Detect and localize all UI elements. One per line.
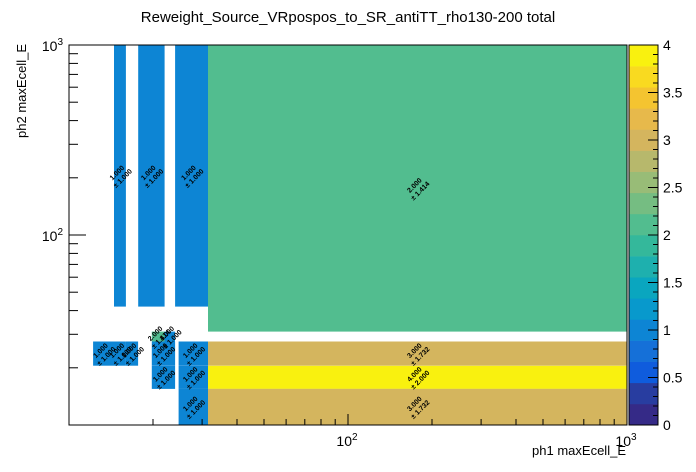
x-tick-label-exponent: 2 bbox=[352, 432, 358, 443]
colorbar-tick-label: 1 bbox=[663, 322, 671, 338]
heatmap-cell bbox=[125, 341, 139, 366]
colorbar-segment bbox=[629, 171, 658, 194]
colorbar-segment bbox=[629, 235, 658, 257]
y-tick-label: 103 bbox=[42, 37, 64, 54]
heatmap-cell bbox=[114, 45, 126, 307]
cell-labels-layer: 1.000± 1.000 1.000± 1.000 1.000± 1.000 2.00… bbox=[92, 165, 431, 421]
y-tick-label: 102 bbox=[42, 227, 64, 244]
heatmap-cell bbox=[138, 45, 165, 307]
y-tick-label-base: 10 bbox=[42, 228, 58, 244]
colorbar-segment bbox=[629, 403, 658, 426]
colorbar-segment bbox=[629, 150, 658, 172]
colorbar-tick-label: 2.5 bbox=[663, 180, 683, 196]
colorbar-segment bbox=[629, 129, 658, 151]
colorbar-segment bbox=[629, 256, 658, 278]
heatmap-cell bbox=[151, 365, 176, 389]
y-tick-label-exponent: 2 bbox=[57, 227, 63, 238]
colorbar-tick-label: 0 bbox=[663, 417, 671, 433]
heatmap-cell bbox=[151, 331, 165, 342]
colorbar-tick-label: 3.5 bbox=[663, 85, 683, 101]
colorbar-segment bbox=[629, 319, 658, 341]
x-tick-label: 102 bbox=[336, 432, 358, 449]
heatmap-cell bbox=[208, 45, 627, 332]
heatmap-cell bbox=[178, 365, 209, 389]
colorbar-segment bbox=[629, 361, 658, 384]
x-tick-label-exponent: 3 bbox=[631, 432, 637, 443]
heatmap-cell bbox=[208, 388, 627, 425]
colorbar-segment bbox=[629, 192, 658, 215]
cells-layer bbox=[93, 45, 627, 425]
heatmap-cell bbox=[208, 341, 627, 366]
colorbar-tick-label: 4 bbox=[663, 37, 671, 53]
heatmap-cell bbox=[175, 45, 208, 307]
y-tick-label-exponent: 3 bbox=[57, 37, 63, 48]
colorbar-segment bbox=[629, 45, 658, 67]
y-axis-label: ph2 maxEcell_E bbox=[14, 44, 29, 138]
heatmap-cell bbox=[93, 341, 114, 366]
colorbar-segment bbox=[629, 213, 658, 236]
colorbar-segment bbox=[629, 340, 658, 362]
colorbar-tick-label: 0.5 bbox=[663, 370, 683, 386]
y-tick-label-base: 10 bbox=[42, 38, 58, 54]
colorbar-tick-label: 1.5 bbox=[663, 275, 683, 291]
colorbar-segment bbox=[629, 277, 658, 299]
heatmap-cell bbox=[208, 365, 627, 389]
colorbar-tick-label: 2 bbox=[663, 227, 671, 243]
x-axis-label: ph1 maxEcell_E bbox=[532, 443, 626, 458]
color-scale: 0 0.5 1 1.5 2 2.5 3 3.5 4 bbox=[628, 37, 683, 433]
heatmap-cell bbox=[178, 388, 209, 425]
heatmap-cell bbox=[151, 341, 176, 366]
heatmap-cell bbox=[164, 331, 175, 342]
x-tick-label-base: 10 bbox=[336, 433, 352, 449]
colorbar-tick-label: 3 bbox=[663, 132, 671, 148]
chart-title: Reweight_Source_VRpospos_to_SR_antiTT_rh… bbox=[141, 9, 555, 26]
x-tick-label-base: 10 bbox=[615, 433, 631, 449]
x-axis: 102 103 bbox=[68, 414, 637, 449]
x-tick-label: 103 bbox=[615, 432, 637, 449]
colorbar-segment bbox=[629, 108, 658, 130]
heatmap-cell bbox=[178, 341, 209, 366]
colorbar-segment bbox=[629, 66, 658, 88]
colorbar-segment bbox=[629, 87, 658, 109]
heatmap-cell bbox=[114, 341, 126, 366]
colorbar-segment bbox=[629, 298, 658, 320]
colorbar-segment bbox=[629, 382, 658, 405]
